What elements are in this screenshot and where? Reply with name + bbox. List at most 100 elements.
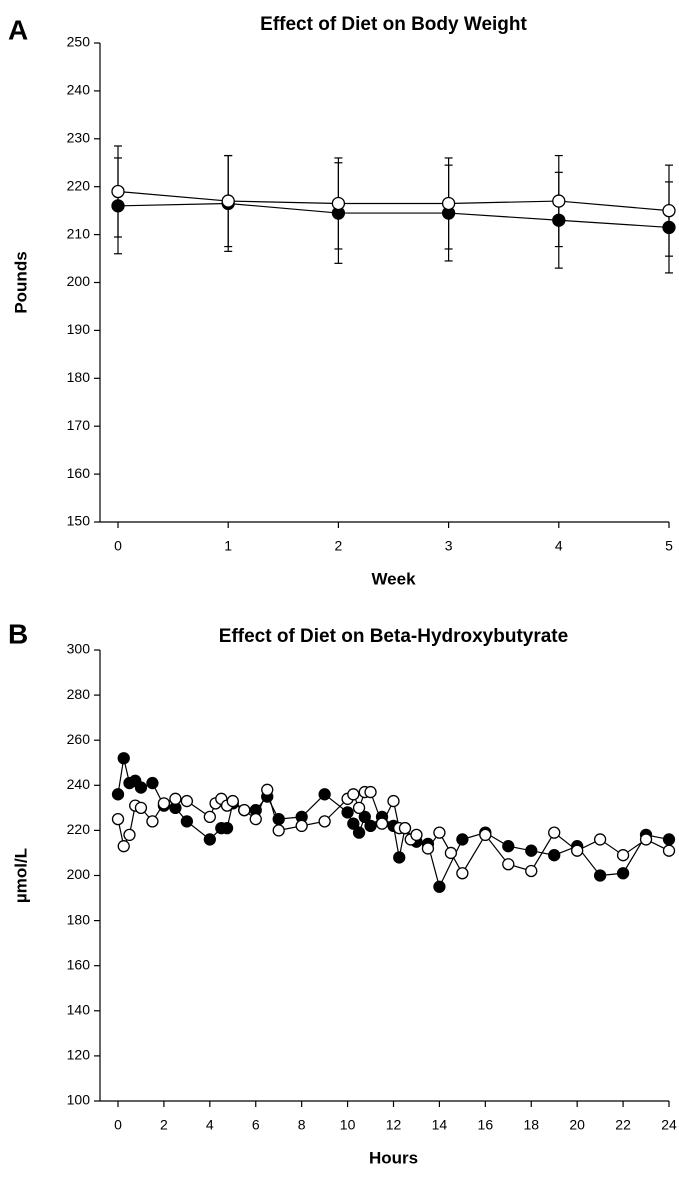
- data-point: [441, 196, 456, 211]
- data-point: [639, 833, 653, 846]
- data-point: [616, 867, 630, 880]
- data-point: [364, 819, 377, 833]
- data-point: [375, 817, 389, 830]
- data-point: [662, 203, 676, 218]
- data-point: [272, 812, 285, 826]
- data-point: [111, 184, 125, 199]
- data-point: [456, 867, 469, 880]
- data-point: [261, 783, 274, 796]
- data-point: [318, 815, 331, 828]
- data-point: [525, 864, 538, 878]
- data-point: [295, 819, 308, 833]
- data-point: [502, 858, 515, 871]
- data-point: [393, 851, 406, 864]
- data-point: [226, 794, 239, 808]
- data-point: [616, 849, 630, 862]
- y-tick-label: 260: [67, 731, 91, 747]
- data-point: [203, 810, 216, 824]
- data-point: [123, 828, 136, 842]
- data-point: [662, 833, 676, 846]
- x-tick-label: 4: [555, 538, 563, 554]
- x-tick-label: 4: [206, 1117, 214, 1133]
- x-tick-label: 24: [661, 1117, 677, 1133]
- data-point: [456, 833, 469, 846]
- data-point: [180, 815, 194, 828]
- data-point: [221, 194, 235, 208]
- x-tick-label: 3: [445, 538, 453, 554]
- y-tick-label: 150: [67, 513, 91, 529]
- y-tick-label: 180: [67, 911, 91, 927]
- x-tick-label: 0: [114, 1117, 122, 1133]
- x-tick-label: 20: [569, 1117, 585, 1133]
- data-point: [479, 828, 492, 842]
- x-tick-label: 5: [665, 538, 673, 554]
- x-tick-label: 8: [298, 1117, 306, 1133]
- y-tick-label: 230: [67, 130, 91, 146]
- data-point: [331, 196, 346, 211]
- data-point: [169, 792, 182, 805]
- y-tick-label: 240: [67, 776, 91, 792]
- y-tick-label: 200: [67, 866, 91, 882]
- data-point: [352, 801, 366, 814]
- data-point: [433, 880, 446, 893]
- data-point: [347, 788, 360, 801]
- x-tick-label: 1: [224, 538, 232, 554]
- series-line: [117, 190, 670, 212]
- data-point: [548, 826, 561, 839]
- x-tick-label: 12: [386, 1117, 402, 1133]
- data-point: [352, 826, 366, 839]
- panel-label: A: [8, 14, 28, 45]
- data-point: [358, 810, 371, 824]
- data-point: [444, 846, 458, 860]
- data-point: [341, 806, 354, 819]
- data-point: [272, 824, 285, 837]
- y-tick-label: 170: [67, 417, 91, 433]
- data-point: [111, 812, 125, 826]
- data-point: [347, 817, 360, 830]
- y-tick-label: 220: [67, 821, 91, 837]
- data-point: [552, 194, 566, 208]
- data-point: [571, 844, 584, 857]
- y-axis-label: Pounds: [11, 251, 30, 313]
- data-point: [502, 840, 515, 853]
- data-point: [220, 821, 234, 835]
- data-point: [364, 785, 377, 799]
- x-tick-label: 16: [478, 1117, 494, 1133]
- chart-title: Effect of Diet on Beta-Hydroxybutyrate: [219, 626, 568, 647]
- panel-label: B: [8, 618, 28, 649]
- series-line: [117, 202, 670, 229]
- y-tick-label: 220: [67, 177, 91, 193]
- data-point: [421, 842, 435, 855]
- x-tick-label: 2: [335, 538, 343, 554]
- data-point: [146, 776, 159, 790]
- data-point: [111, 788, 125, 801]
- data-point: [134, 781, 148, 794]
- data-point: [249, 812, 262, 826]
- x-tick-label: 10: [340, 1117, 356, 1133]
- x-tick-label: 14: [432, 1117, 448, 1133]
- data-point: [548, 849, 561, 862]
- data-point: [552, 213, 566, 227]
- chart-title: Effect of Diet on Body Weight: [260, 14, 527, 35]
- y-tick-label: 200: [67, 273, 91, 289]
- x-tick-label: 6: [252, 1117, 260, 1133]
- data-point: [433, 826, 446, 839]
- y-tick-label: 250: [67, 34, 91, 50]
- x-tick-label: 2: [160, 1117, 168, 1133]
- data-point: [593, 869, 607, 882]
- data-point: [410, 828, 423, 842]
- y-tick-label: 180: [67, 369, 91, 385]
- data-point: [146, 815, 159, 828]
- x-axis-label: Week: [371, 569, 416, 588]
- y-tick-label: 210: [67, 225, 91, 241]
- data-point: [117, 840, 130, 853]
- data-point: [111, 199, 125, 213]
- y-axis-label: µmol/L: [11, 848, 30, 903]
- x-tick-label: 18: [523, 1117, 539, 1133]
- data-point: [662, 844, 676, 857]
- data-point: [157, 797, 171, 810]
- data-point: [318, 788, 331, 801]
- x-tick-label: 22: [615, 1117, 631, 1133]
- data-point: [203, 833, 216, 846]
- y-tick-label: 190: [67, 321, 91, 337]
